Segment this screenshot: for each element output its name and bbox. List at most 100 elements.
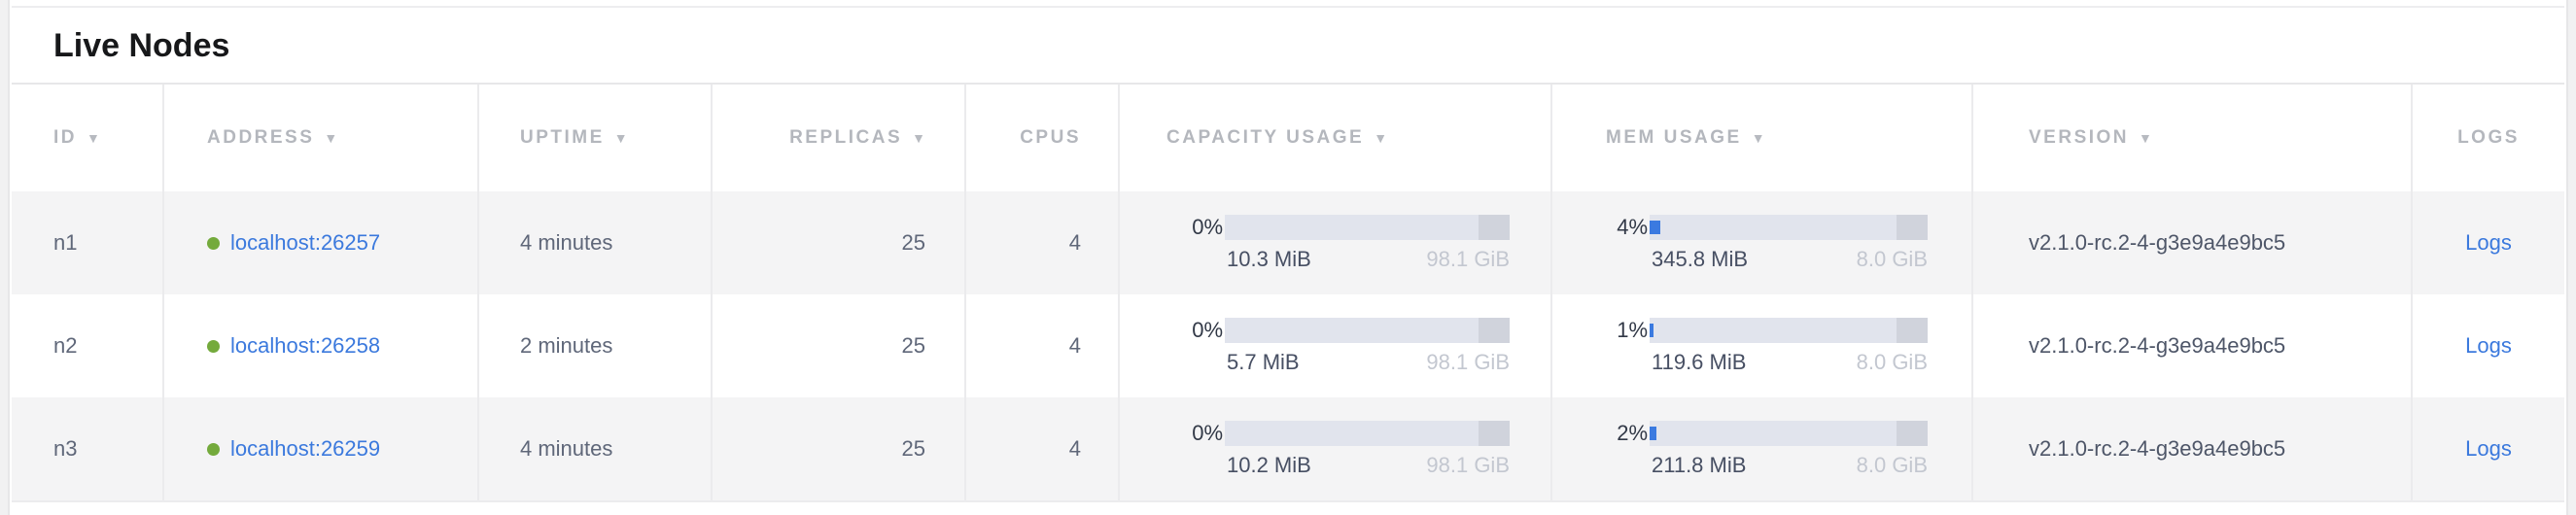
live-nodes-panel: Live Nodes ID ▼ ADDRESS ▼ UPTIME ▼ REPLI… [12, 6, 2564, 502]
capacity-percent: 0% [1192, 420, 1223, 445]
node-id: n2 [53, 333, 78, 358]
capacity-used-value: 5.7 MiB [1227, 349, 1300, 374]
table-header-row: ID ▼ ADDRESS ▼ UPTIME ▼ REPLICAS ▼ CPUS … [12, 85, 2564, 191]
node-uptime: 2 minutes [520, 333, 613, 358]
mem-usage-cell: 4% 345.8 MiB 8.0 GiB [1550, 191, 1971, 294]
node-uptime-cell: 2 minutes [477, 294, 711, 397]
mem-total-value: 8.0 GiB [1856, 349, 1928, 374]
column-label: CAPACITY USAGE [1166, 127, 1365, 148]
column-label: LOGS [2457, 127, 2520, 148]
column-header-address[interactable]: ADDRESS ▼ [162, 85, 477, 191]
mem-used-value: 211.8 MiB [1652, 452, 1747, 477]
node-address-link[interactable]: localhost:26259 [230, 436, 381, 461]
node-address-cell: localhost:26259 [162, 397, 477, 500]
node-cpus-cell: 4 [964, 191, 1118, 294]
node-uptime: 4 minutes [520, 230, 613, 255]
capacity-usage-bar [1225, 214, 1510, 240]
table-row-n1: n1 localhost:26257 4 minutes 25 4 0% [12, 191, 2564, 294]
node-replicas-cell: 25 [711, 397, 964, 500]
node-cpus-cell: 4 [964, 397, 1118, 500]
page-title: Live Nodes [12, 8, 2564, 85]
mem-percent: 4% [1617, 214, 1648, 239]
node-version-cell: v2.1.0-rc.2-4-g3e9a4e9bc5 [1971, 294, 2411, 397]
mem-percent: 1% [1617, 317, 1648, 342]
node-version: v2.1.0-rc.2-4-g3e9a4e9bc5 [2029, 333, 2286, 358]
node-logs-cell: Logs [2411, 191, 2564, 294]
logs-link[interactable]: Logs [2465, 436, 2512, 461]
mem-total-value: 8.0 GiB [1856, 452, 1928, 477]
column-header-uptime[interactable]: UPTIME ▼ [477, 85, 711, 191]
capacity-usage-bar [1225, 420, 1510, 446]
column-header-capacity-usage[interactable]: CAPACITY USAGE ▼ [1118, 85, 1550, 191]
node-replicas: 25 [901, 436, 925, 461]
capacity-total-value: 98.1 GiB [1426, 246, 1510, 271]
capacity-usage-bar [1225, 317, 1510, 343]
column-label: ADDRESS [207, 127, 315, 148]
capacity-used-value: 10.2 MiB [1227, 452, 1311, 477]
node-uptime-cell: 4 minutes [477, 191, 711, 294]
column-label: ID [53, 127, 77, 148]
node-live-status-icon [207, 339, 220, 353]
column-label: CPUS [1020, 127, 1081, 148]
mem-usage-cell: 2% 211.8 MiB 8.0 GiB [1550, 397, 1971, 500]
node-uptime: 4 minutes [520, 436, 613, 461]
capacity-used-value: 10.3 MiB [1227, 246, 1311, 271]
node-live-status-icon [207, 236, 220, 250]
node-id-cell: n2 [12, 294, 162, 397]
column-label: UPTIME [520, 127, 605, 148]
node-id: n1 [53, 230, 78, 255]
node-replicas-cell: 25 [711, 294, 964, 397]
sort-desc-icon[interactable]: ▼ [324, 130, 338, 146]
sort-desc-icon[interactable]: ▼ [1374, 130, 1388, 146]
logs-link[interactable]: Logs [2465, 333, 2512, 358]
sort-desc-icon[interactable]: ▼ [87, 130, 100, 146]
node-id-cell: n1 [12, 191, 162, 294]
capacity-usage-cell: 0% 5.7 MiB 98.1 GiB [1118, 294, 1550, 397]
mem-usage-fill [1650, 220, 1661, 234]
node-cpus: 4 [1068, 333, 1081, 358]
mem-bar-end-cap [1897, 317, 1928, 343]
node-address-cell: localhost:26257 [162, 191, 477, 294]
node-address-cell: localhost:26258 [162, 294, 477, 397]
capacity-bar-end-cap [1479, 214, 1510, 240]
page-left-gutter [0, 0, 10, 515]
node-cpus: 4 [1068, 436, 1081, 461]
column-header-cpus: CPUS [964, 85, 1118, 191]
capacity-bar-end-cap [1479, 317, 1510, 343]
mem-bar-end-cap [1897, 420, 1928, 446]
mem-usage-cell: 1% 119.6 MiB 8.0 GiB [1550, 294, 1971, 397]
sort-desc-icon[interactable]: ▼ [613, 130, 628, 146]
node-id: n3 [53, 436, 78, 461]
node-logs-cell: Logs [2411, 294, 2564, 397]
column-header-logs: LOGS [2411, 85, 2564, 191]
mem-bar-end-cap [1897, 214, 1928, 240]
node-address-link[interactable]: localhost:26258 [230, 333, 381, 358]
node-logs-cell: Logs [2411, 397, 2564, 500]
live-nodes-table: ID ▼ ADDRESS ▼ UPTIME ▼ REPLICAS ▼ CPUS … [12, 85, 2564, 502]
capacity-usage-cell: 0% 10.2 MiB 98.1 GiB [1118, 397, 1550, 500]
node-version-cell: v2.1.0-rc.2-4-g3e9a4e9bc5 [1971, 191, 2411, 294]
mem-usage-fill [1650, 323, 1654, 337]
node-replicas: 25 [901, 333, 925, 358]
node-cpus: 4 [1068, 230, 1081, 255]
page-right-gutter [2566, 0, 2576, 515]
node-address-link[interactable]: localhost:26257 [230, 230, 381, 255]
node-id-cell: n3 [12, 397, 162, 500]
mem-used-value: 119.6 MiB [1652, 349, 1747, 374]
column-header-version[interactable]: VERSION ▼ [1971, 85, 2411, 191]
sort-desc-icon[interactable]: ▼ [1751, 130, 1765, 146]
capacity-total-value: 98.1 GiB [1426, 349, 1510, 374]
capacity-percent: 0% [1192, 317, 1223, 342]
column-label: MEM USAGE [1606, 127, 1742, 148]
node-version: v2.1.0-rc.2-4-g3e9a4e9bc5 [2029, 230, 2286, 255]
node-version: v2.1.0-rc.2-4-g3e9a4e9bc5 [2029, 436, 2286, 461]
column-header-mem-usage[interactable]: MEM USAGE ▼ [1550, 85, 1971, 191]
sort-desc-icon[interactable]: ▼ [912, 130, 925, 146]
sort-desc-icon[interactable]: ▼ [2139, 130, 2152, 146]
node-replicas-cell: 25 [711, 191, 964, 294]
table-row-n2: n2 localhost:26258 2 minutes 25 4 0% [12, 294, 2564, 397]
column-header-id[interactable]: ID ▼ [12, 85, 162, 191]
column-label: REPLICAS [789, 127, 903, 148]
column-header-replicas[interactable]: REPLICAS ▼ [711, 85, 964, 191]
logs-link[interactable]: Logs [2465, 230, 2512, 255]
